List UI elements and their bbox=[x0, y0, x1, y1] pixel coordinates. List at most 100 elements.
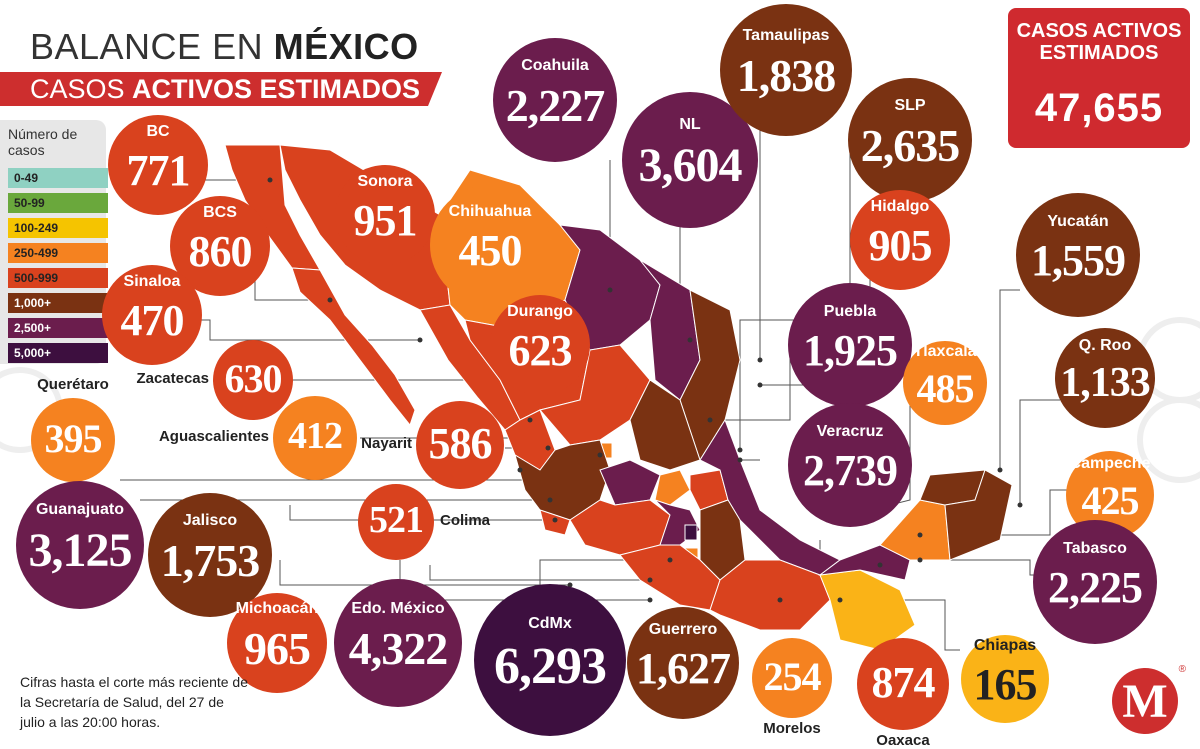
state-bubble-aguascalientes: 412 bbox=[273, 396, 357, 480]
legend-item: 50-99 bbox=[8, 193, 108, 213]
state-bubble-tamaulipas: Tamaulipas 1,838 bbox=[720, 4, 852, 136]
state-bubble-nl: NL 3,604 bbox=[622, 92, 758, 228]
state-name: Jalisco bbox=[182, 512, 238, 530]
legend-label: 1,000+ bbox=[14, 296, 52, 310]
state-name: Sonora bbox=[357, 173, 413, 191]
state-value: 470 bbox=[120, 296, 185, 346]
state-bubble-coahuila: Coahuila 2,227 bbox=[493, 38, 617, 162]
state-name: SLP bbox=[894, 97, 926, 115]
state-value: 951 bbox=[353, 196, 418, 246]
state-name: Campeche bbox=[1069, 455, 1151, 472]
state-name-external: Aguascalientes bbox=[158, 428, 269, 445]
total-label-line2: ESTIMADOS bbox=[1039, 42, 1159, 64]
title-bold: MÉXICO bbox=[273, 26, 419, 67]
state-name-external: Morelos bbox=[763, 720, 821, 737]
legend-label: 0-49 bbox=[14, 171, 39, 185]
legend-swatch bbox=[8, 168, 108, 188]
page-title: BALANCE EN MÉXICO bbox=[30, 26, 419, 68]
logo-letter: M bbox=[1122, 675, 1168, 728]
state-value: 254 bbox=[763, 654, 822, 700]
subtitle-prefix: CASOS bbox=[30, 74, 133, 104]
legend-swatch bbox=[8, 268, 108, 288]
state-value: 4,322 bbox=[348, 623, 449, 675]
total-label-line1: CASOS ACTIVOS bbox=[1016, 20, 1182, 42]
state-name-external: Zacatecas bbox=[136, 370, 209, 387]
state-bubble-durango: Durango 623 bbox=[490, 295, 590, 395]
state-bubble-slp: SLP 2,635 bbox=[848, 78, 972, 202]
state-name: Coahuila bbox=[521, 57, 589, 75]
state-bubble-jalisco: Jalisco 1,753 bbox=[148, 493, 272, 617]
state-bubble-queretaro: 395 bbox=[31, 398, 115, 482]
state-value: 2,635 bbox=[860, 120, 961, 172]
state-name: BCS bbox=[203, 204, 237, 222]
page-subtitle: CASOS ACTIVOS ESTIMADOS bbox=[0, 72, 442, 106]
state-bubble-sinaloa: Sinaloa 470 bbox=[102, 265, 202, 365]
state-value: 450 bbox=[458, 226, 523, 276]
state-value: 485 bbox=[916, 366, 975, 411]
state-name: Guerrero bbox=[648, 621, 718, 639]
state-bubble-oaxaca: 874 bbox=[857, 638, 949, 730]
state-value: 2,739 bbox=[803, 446, 898, 496]
state-bubble-bc: BC 771 bbox=[108, 115, 208, 215]
state-name: Hidalgo bbox=[870, 198, 930, 216]
state-bubble-nayarit: 586 bbox=[416, 401, 504, 489]
state-value: 1,753 bbox=[160, 535, 261, 587]
footnote: Cifras hasta el corte más reciente de la… bbox=[20, 674, 248, 730]
state-value: 3,125 bbox=[28, 524, 133, 578]
state-value: 521 bbox=[369, 499, 424, 542]
state-bubble-chiapas: Chiapas 165 bbox=[961, 635, 1049, 723]
state-value: 1,925 bbox=[803, 326, 898, 376]
legend-swatch bbox=[8, 218, 108, 238]
state-bubble-yucatan: Yucatán 1,559 bbox=[1016, 193, 1140, 317]
state-value: 905 bbox=[868, 221, 933, 271]
legend-swatch bbox=[8, 343, 108, 363]
legend-swatch bbox=[8, 193, 108, 213]
legend-label: 100-249 bbox=[14, 221, 59, 235]
subtitle-bold: ACTIVOS ESTIMADOS bbox=[132, 74, 421, 104]
state-bubble-cdmx: CdMx 6,293 bbox=[474, 584, 626, 736]
state-name-external: Querétaro bbox=[37, 376, 109, 393]
legend-title: Número de casos bbox=[8, 126, 78, 158]
state-name-external: Oaxaca bbox=[876, 732, 930, 749]
state-value: 623 bbox=[508, 326, 573, 376]
state-bubble-chihuahua: Chihuahua 450 bbox=[430, 185, 550, 305]
legend-item: 2,500+ bbox=[8, 318, 108, 338]
milenio-logo: M ® bbox=[1112, 664, 1186, 734]
legend-swatch bbox=[8, 318, 108, 338]
legend-label: 250-499 bbox=[14, 246, 59, 260]
state-bubble-hidalgo: Hidalgo 905 bbox=[850, 190, 950, 290]
state-name: BC bbox=[146, 123, 170, 141]
state-bubble-puebla: Puebla 1,925 bbox=[788, 283, 912, 407]
total-label: CASOS ACTIVOS ESTIMADOS bbox=[1008, 20, 1190, 64]
legend-item: 0-49 bbox=[8, 168, 108, 188]
legend-item: 1,000+ bbox=[8, 293, 108, 313]
legend-label: 500-999 bbox=[14, 271, 59, 285]
state-value: 586 bbox=[428, 418, 493, 468]
legend-swatch bbox=[8, 243, 108, 263]
title-prefix: BALANCE EN bbox=[30, 26, 274, 67]
state-name: Guanajuato bbox=[35, 501, 124, 519]
state-name: Yucatán bbox=[1047, 213, 1109, 231]
legend-item: 500-999 bbox=[8, 268, 108, 288]
state-name: NL bbox=[679, 116, 701, 134]
state-bubble-tlaxcala: Tlaxcala 485 bbox=[903, 341, 987, 425]
state-bubble-zacatecas: 630 bbox=[213, 340, 293, 420]
state-name: Sinaloa bbox=[123, 273, 181, 291]
legend-swatch bbox=[8, 293, 108, 313]
state-value: 425 bbox=[1081, 478, 1140, 523]
state-name: CdMx bbox=[528, 614, 572, 632]
state-value: 965 bbox=[244, 623, 311, 675]
legend: Número de casos 0-49 50-99 100-249 250-499 5… bbox=[0, 120, 108, 364]
state-value: 2,225 bbox=[1048, 563, 1143, 613]
state-value: 630 bbox=[224, 356, 283, 402]
legend-item: 100-249 bbox=[8, 218, 108, 238]
logo-registered-mark: ® bbox=[1178, 664, 1186, 675]
state-name: Durango bbox=[507, 303, 573, 321]
state-name: Tlaxcala bbox=[913, 343, 977, 360]
state-value: 1,838 bbox=[736, 50, 837, 102]
state-value: 1,627 bbox=[636, 644, 731, 694]
state-value: 1,559 bbox=[1031, 236, 1126, 286]
state-value: 165 bbox=[973, 660, 1038, 710]
state-bubble-colima: 521 bbox=[358, 484, 434, 560]
legend-item: 250-499 bbox=[8, 243, 108, 263]
